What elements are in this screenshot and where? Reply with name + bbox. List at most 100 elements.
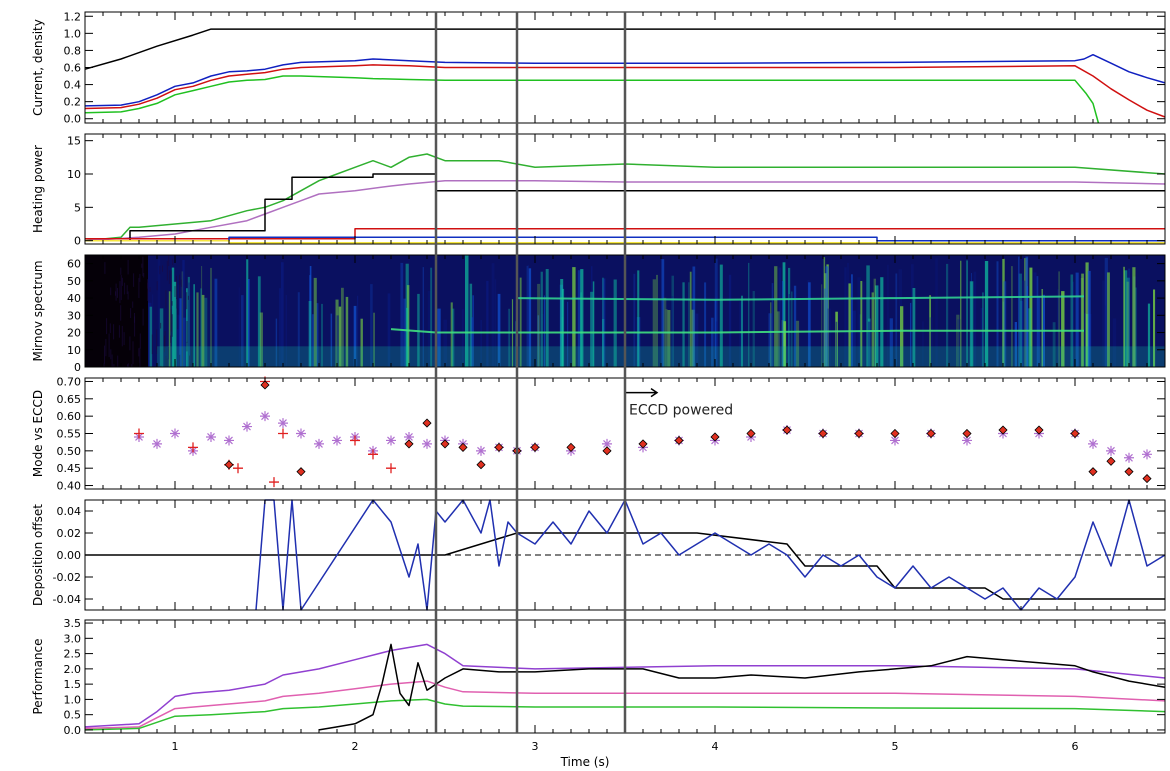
spectrogram-noise [138, 348, 140, 357]
spectrogram-stripe [1041, 289, 1043, 367]
data-point [404, 439, 414, 449]
spectrogram-stripe [823, 257, 826, 367]
spectrogram-noise [115, 291, 116, 296]
spectrogram-noise [132, 341, 134, 365]
spectrogram-stripe [592, 281, 595, 367]
spectrogram-stripe [1033, 272, 1037, 367]
y-tick-label: 0 [74, 361, 81, 374]
spectrogram-noise [124, 282, 126, 295]
spectrogram-stripe [922, 321, 924, 367]
spectrogram-noise [179, 274, 180, 298]
spectrogram-stripe [1087, 264, 1089, 367]
spectrogram-noise [108, 333, 110, 358]
spectrogram-stripe [201, 294, 205, 367]
spectrogram-stripe [1020, 300, 1024, 367]
spectrogram-stripe [1075, 272, 1079, 367]
spectrogram-stripe [602, 319, 605, 367]
y-tick-label: 0.55 [57, 428, 82, 441]
spectrogram-stripe [1104, 305, 1106, 367]
spectrogram-stripe [321, 303, 323, 367]
spectrogram-stripe [508, 308, 511, 367]
data-point [1070, 428, 1080, 439]
data-point [530, 442, 540, 452]
spectrogram-stripe [275, 318, 278, 367]
y-tick-label: 5 [74, 201, 81, 214]
spectrogram-stripe [403, 298, 406, 367]
spectrogram-stripe [835, 321, 838, 367]
spectrogram-noise [139, 333, 141, 349]
spectrogram-stripe [560, 279, 564, 367]
spectrogram-noise [160, 365, 162, 367]
spectrogram-noise [166, 260, 168, 281]
spectrogram-stripe [866, 265, 870, 367]
spectrogram-stripe [360, 318, 363, 367]
spectrogram-stripe [711, 317, 714, 367]
data-point [368, 449, 378, 460]
spectrogram-noise [165, 356, 167, 367]
spectrogram-noise [156, 346, 158, 355]
spectrogram-stripe [313, 277, 317, 367]
spectrogram-noise [174, 286, 176, 297]
spectrogram-stripe [852, 310, 856, 367]
data-point [674, 435, 684, 446]
data-point [296, 428, 306, 439]
spectrogram-noise [132, 301, 134, 308]
series-line-3 [85, 227, 1165, 240]
data-point [962, 428, 972, 439]
spectrogram-stripe [910, 302, 912, 367]
data-point [1034, 425, 1044, 435]
spectrogram-stripe [427, 290, 431, 367]
spectrogram-stripe [771, 283, 774, 367]
spectrogram-stripe [808, 282, 811, 367]
spectrogram-stripe [590, 291, 594, 367]
spectrogram-stripe [472, 295, 474, 367]
spectrogram-stripe [173, 281, 177, 367]
spectrogram-stripe [519, 277, 522, 367]
spectrogram-noise [169, 367, 170, 391]
spectrogram-stripe [430, 267, 433, 367]
data-point [260, 411, 270, 422]
spectrogram-stripe [461, 309, 464, 367]
spectrogram-stripe [370, 284, 373, 367]
data-point [242, 421, 252, 432]
spectrogram-stripe [241, 295, 244, 367]
spectrogram-stripe [182, 259, 185, 367]
spectrogram-stripe [714, 300, 717, 367]
spectrogram-noise [103, 363, 105, 367]
spectrogram-stripe [400, 262, 404, 367]
spectrogram-noise [162, 265, 163, 272]
data-point [440, 439, 450, 449]
y-tick-label: 50 [67, 275, 81, 288]
spectrogram-stripe [257, 276, 261, 367]
panel-performance: 0.0 0.5 1.0 1.5 2.0 2.5 3.0 3.5 Performance [31, 617, 1166, 737]
data-point [233, 463, 243, 474]
spectrogram-stripe [637, 270, 640, 367]
spectrogram-stripe [338, 306, 342, 367]
series-diamond [224, 380, 1152, 484]
spectrogram-noise [186, 292, 188, 310]
panel-spectrum: 0 10 20 30 40 50 60 Mirnov spectrum [31, 254, 1166, 391]
spectrogram-stripe [889, 318, 893, 367]
spectrogram-noise [168, 255, 170, 266]
spectrogram-stripe [1132, 267, 1136, 367]
spectrogram-stripe [204, 297, 208, 367]
spectrogram-stripe [437, 308, 441, 367]
spectrogram-stripe [929, 317, 933, 367]
data-point [278, 418, 288, 429]
series-line-1 [84, 53, 1166, 107]
spectrogram-stripe [774, 266, 778, 367]
spectrogram-stripe [357, 295, 359, 367]
spectrogram-noise [131, 364, 133, 367]
spectrogram-stripe [847, 262, 849, 367]
data-point [350, 435, 360, 446]
spectrogram-stripe [602, 278, 606, 367]
spectrogram-stripe [957, 319, 961, 367]
spectrogram-stripe [341, 287, 344, 367]
spectrogram-stripe [795, 320, 800, 367]
spectrogram-stripe [982, 292, 984, 367]
data-point [224, 460, 234, 470]
spectrogram-noise [160, 322, 162, 329]
y-tick-label: 30 [67, 309, 81, 322]
panel-current: 0.0 0.2 0.4 0.6 0.8 1.0 1.2 Current, density [31, 10, 1166, 126]
spectrogram-stripe [168, 291, 171, 367]
